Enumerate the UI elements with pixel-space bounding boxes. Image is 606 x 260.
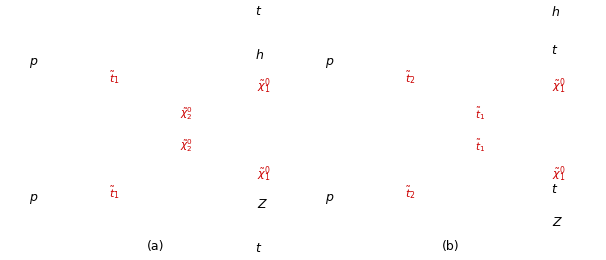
Text: $t$: $t$ [256, 242, 263, 255]
Text: $p$: $p$ [29, 192, 39, 206]
Text: $t$: $t$ [256, 5, 263, 18]
Text: $h$: $h$ [551, 5, 560, 19]
Text: (b): (b) [442, 240, 459, 253]
Text: $p$: $p$ [29, 56, 39, 70]
Text: $h$: $h$ [256, 48, 265, 62]
Text: $\tilde{\chi}_1^0$: $\tilde{\chi}_1^0$ [257, 76, 270, 96]
Text: $\tilde{t}_1$: $\tilde{t}_1$ [109, 184, 119, 201]
Text: $Z$: $Z$ [257, 198, 268, 211]
Text: $t$: $t$ [551, 183, 559, 196]
Text: $\tilde{t}_1$: $\tilde{t}_1$ [475, 138, 485, 154]
Text: $\tilde{\chi}_2^0$: $\tilde{\chi}_2^0$ [179, 138, 193, 154]
Text: $\tilde{t}_2$: $\tilde{t}_2$ [405, 69, 415, 86]
Text: $\tilde{t}_2$: $\tilde{t}_2$ [405, 184, 415, 201]
Text: $p$: $p$ [325, 56, 334, 70]
Text: (a): (a) [147, 240, 164, 253]
Text: $\tilde{\chi}_2^0$: $\tilde{\chi}_2^0$ [179, 106, 193, 122]
Text: $\tilde{\chi}_1^0$: $\tilde{\chi}_1^0$ [257, 164, 270, 184]
Text: $t$: $t$ [551, 44, 559, 57]
Text: $\tilde{\chi}_1^0$: $\tilde{\chi}_1^0$ [553, 76, 566, 96]
Text: $p$: $p$ [325, 192, 334, 206]
Text: $\tilde{t}_1$: $\tilde{t}_1$ [109, 69, 119, 86]
Text: $\tilde{t}_1$: $\tilde{t}_1$ [475, 106, 485, 122]
Text: $\tilde{\chi}_1^0$: $\tilde{\chi}_1^0$ [553, 164, 566, 184]
Text: $Z$: $Z$ [553, 216, 564, 229]
